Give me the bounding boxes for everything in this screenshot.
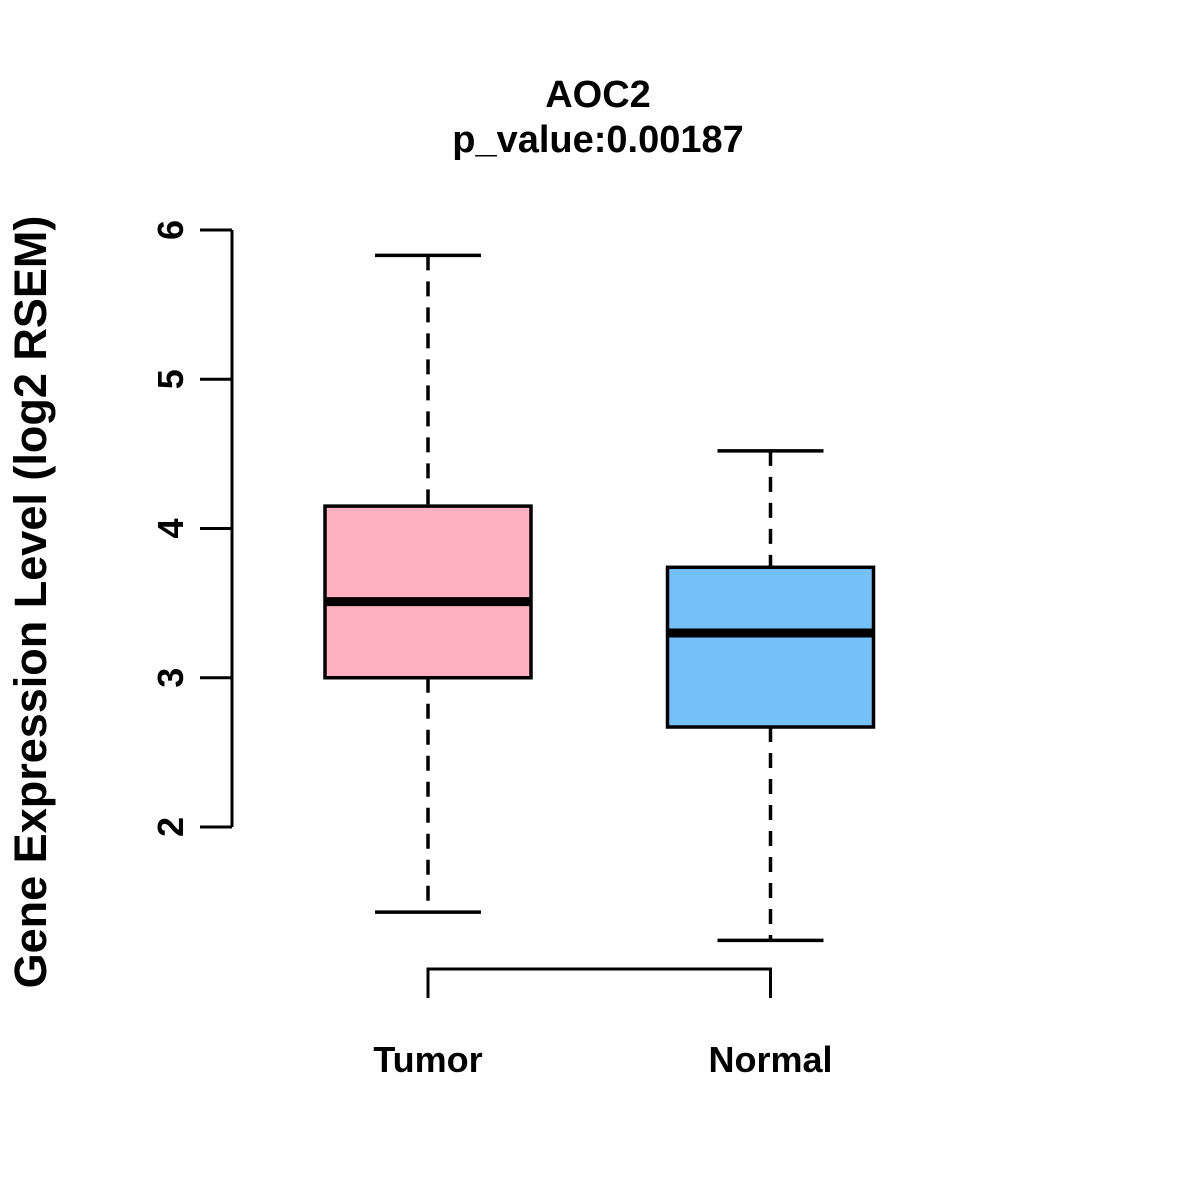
iqr-box-normal bbox=[665, 565, 876, 729]
y-tick-label: 3 bbox=[150, 668, 191, 688]
chart-subtitle: p_value:0.00187 bbox=[452, 119, 744, 161]
y-axis-label: Gene Expression Level (log2 RSEM) bbox=[5, 216, 56, 989]
y-tick-label: 5 bbox=[150, 369, 191, 389]
y-tick-label: 4 bbox=[150, 518, 191, 538]
category-label-tumor: Tumor bbox=[373, 1039, 482, 1080]
chart-title: AOC2 bbox=[545, 74, 651, 116]
whiskers-layer bbox=[375, 253, 824, 943]
category-label-normal: Normal bbox=[708, 1039, 832, 1080]
boxes-layer bbox=[323, 504, 876, 729]
category-labels: Tumor Normal bbox=[373, 1039, 832, 1080]
y-tick-label: 6 bbox=[150, 220, 191, 240]
y-axis: 2 3 4 5 6 bbox=[150, 220, 234, 837]
iqr-box-tumor bbox=[323, 504, 533, 680]
y-tick-label: 2 bbox=[150, 817, 191, 837]
x-axis-line bbox=[426, 967, 772, 998]
x-axis-bracket bbox=[426, 967, 772, 998]
